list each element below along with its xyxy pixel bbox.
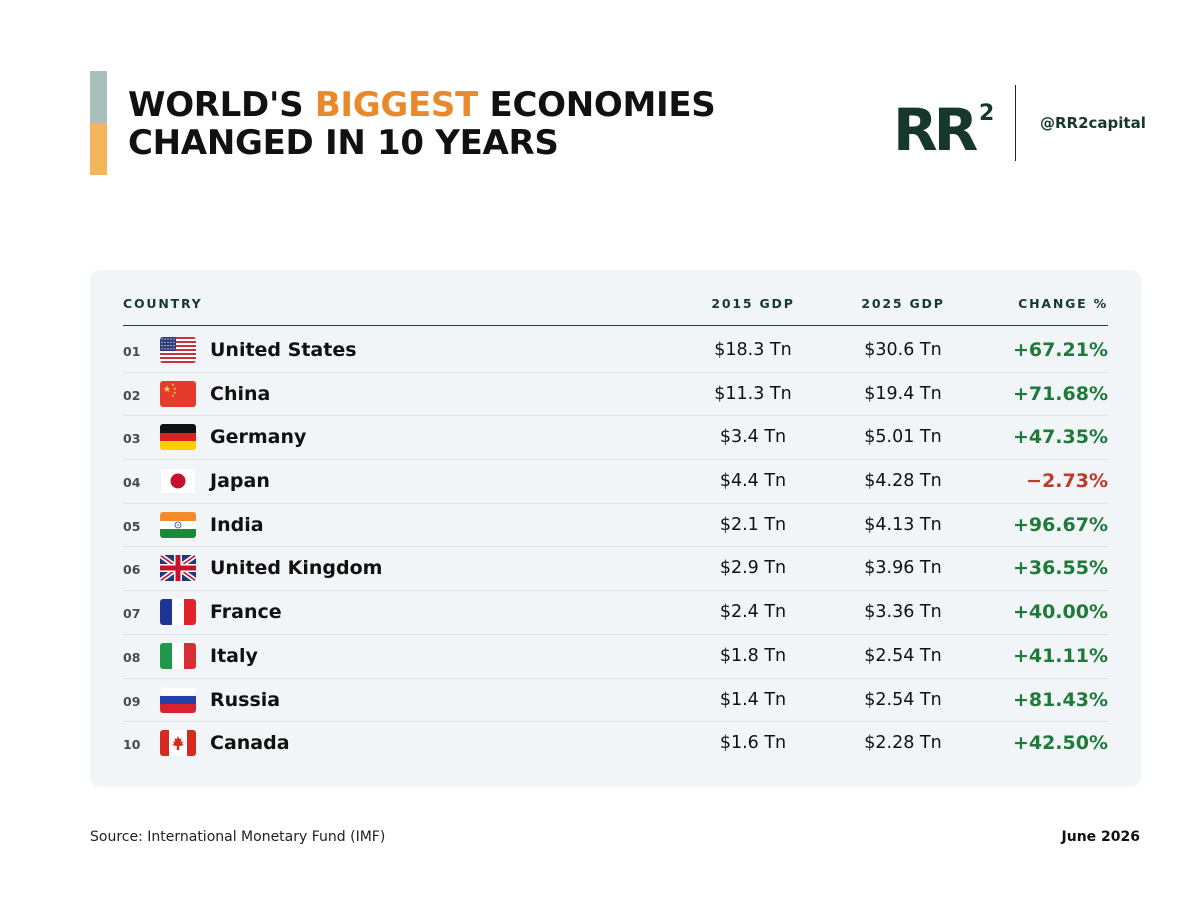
germany-flag-icon [160, 424, 196, 451]
change-percent: +96.67% [1012, 513, 1108, 536]
change-percent: +42.50% [1012, 732, 1108, 755]
change-percent: +40.00% [1012, 601, 1108, 624]
change-percent: +67.21% [1012, 339, 1108, 361]
rank-number: 03 [123, 431, 141, 447]
svg-text:★: ★ [171, 382, 175, 387]
china-flag-icon: ★ ★ ★ ★ ★ [160, 380, 196, 407]
rank-number: 02 [123, 387, 141, 403]
table-row: 02 ★ ★ ★ ★ ★ China $11.3 Tn $19.4 Tn +71.68% [123, 373, 1108, 417]
change-percent: +71.68% [1012, 382, 1108, 405]
gdp-2015-value: $1.6 Tn [719, 733, 787, 754]
gdp-2025-value: $3.36 Tn [864, 602, 942, 623]
title-highlight: BIGGEST [314, 85, 478, 125]
svg-text:★: ★ [163, 385, 171, 395]
gdp-2025-value: $30.6 Tn [864, 340, 942, 360]
title-accent-bar [90, 71, 107, 175]
svg-text:★: ★ [173, 386, 177, 391]
rr2-logo: RR 2 [893, 98, 994, 154]
gdp-2025-value: $2.54 Tn [864, 645, 942, 666]
country-name: Canada [210, 732, 290, 755]
gdp-2025-value: $2.28 Tn [864, 733, 942, 754]
change-percent: −2.73% [1026, 470, 1108, 493]
rank-number: 09 [123, 693, 141, 709]
rank-number: 05 [123, 518, 141, 534]
italy-flag-icon [160, 642, 196, 669]
accent-bar-bottom [90, 123, 107, 175]
table-row: 10 Canada $1.6 Tn $2.28 Tn +42.50% [123, 722, 1108, 766]
japan-flag-icon [160, 468, 196, 495]
column-header-change: CHANGE % [1018, 296, 1108, 311]
country-name: United Kingdom [210, 557, 383, 580]
column-header-2015-gdp: 2015 GDP [711, 296, 795, 311]
social-handle: @RR2capital [1040, 114, 1146, 132]
title-line2: CHANGED IN 10 YEARS [128, 123, 559, 163]
country-name: Italy [210, 644, 258, 667]
country-name: Germany [210, 426, 307, 449]
gdp-2015-value: $4.4 Tn [719, 471, 787, 492]
gdp-2015-value: $11.3 Tn [714, 383, 792, 404]
rank-number: 08 [123, 649, 141, 665]
source-note: Source: International Monetary Fund (IMF… [90, 829, 386, 845]
table-row: 08 Italy $1.8 Tn $2.54 Tn +41.11% [123, 635, 1108, 679]
change-percent: +81.43% [1012, 688, 1108, 711]
rank-number: 01 [123, 344, 141, 359]
gdp-2015-value: $1.4 Tn [719, 689, 787, 710]
gdp-2025-value: $4.13 Tn [864, 514, 942, 535]
gdp-2015-value: $1.8 Tn [719, 645, 787, 666]
rank-number: 07 [123, 606, 141, 622]
gdp-2025-value: $2.54 Tn [864, 689, 942, 710]
change-percent: +41.11% [1012, 644, 1108, 667]
country-name: France [210, 601, 282, 624]
svg-text:★: ★ [171, 393, 175, 398]
gdp-2025-value: $5.01 Tn [864, 427, 942, 448]
country-name: United States [210, 339, 357, 361]
us-flag-icon [160, 337, 196, 363]
canada-flag-icon [160, 730, 196, 757]
country-name: India [210, 513, 264, 536]
country-name: Japan [210, 470, 270, 493]
russia-flag-icon [160, 686, 196, 713]
table-row: 07 France $2.4 Tn $3.36 Tn +40.00% [123, 591, 1108, 635]
gdp-table-card: COUNTRY 2015 GDP 2025 GDP CHANGE % 01 Uni… [90, 270, 1141, 787]
logo-superscript: 2 [979, 101, 994, 126]
rank-number: 10 [123, 737, 141, 753]
table-row: 04 Japan $4.4 Tn $4.28 Tn −2.73% [123, 460, 1108, 504]
table-row: 01 United States $18.3 Tn $30.6 Tn +67.21% [123, 329, 1108, 373]
table-row: 06 United Kingdom $2.9 Tn $3.96 Tn +36.55% [123, 547, 1108, 592]
column-header-2025-gdp: 2025 GDP [861, 296, 945, 311]
table-body: 01 United States $18.3 Tn $30.6 Tn +67.21% 02… [123, 329, 1108, 766]
gdp-2015-value: $3.4 Tn [719, 427, 787, 448]
table-row: 03 Germany $3.4 Tn $5.01 Tn +47.35% [123, 416, 1108, 461]
uk-flag-icon [160, 555, 196, 582]
gdp-2025-value: $3.96 Tn [864, 558, 942, 579]
india-flag-icon [160, 511, 196, 538]
publication-date: June 2026 [1061, 829, 1140, 845]
change-percent: +36.55% [1012, 557, 1108, 580]
logo-divider [1015, 85, 1016, 161]
country-name: Russia [210, 688, 281, 711]
gdp-2015-value: $18.3 Tn [714, 340, 792, 360]
gdp-2015-value: $2.1 Tn [719, 514, 787, 535]
gdp-2025-value: $4.28 Tn [864, 471, 942, 492]
column-header-country: COUNTRY [123, 296, 203, 311]
rank-number: 06 [123, 562, 141, 578]
gdp-2025-value: $19.4 Tn [864, 383, 942, 404]
gdp-2015-value: $2.9 Tn [719, 558, 787, 579]
table-row: 09 Russia $1.4 Tn $2.54 Tn +81.43% [123, 679, 1108, 723]
accent-bar-top [90, 71, 107, 123]
table-header: COUNTRY 2015 GDP 2025 GDP CHANGE % [123, 270, 1108, 326]
title-suffix: ECONOMIES [478, 85, 716, 125]
france-flag-icon [160, 599, 196, 626]
svg-text:★: ★ [173, 390, 177, 395]
title-prefix: WORLD'S [128, 85, 315, 125]
page-title: WORLD'S BIGGEST ECONOMIES CHANGED IN 10 … [128, 86, 768, 162]
table-row: 05 India $2.1 Tn $4.13 Tn +96.67% [123, 504, 1108, 548]
change-percent: +47.35% [1012, 426, 1108, 449]
rank-number: 04 [123, 475, 141, 491]
gdp-2015-value: $2.4 Tn [719, 602, 787, 623]
country-name: China [210, 382, 271, 405]
logo-text: RR [893, 98, 978, 154]
